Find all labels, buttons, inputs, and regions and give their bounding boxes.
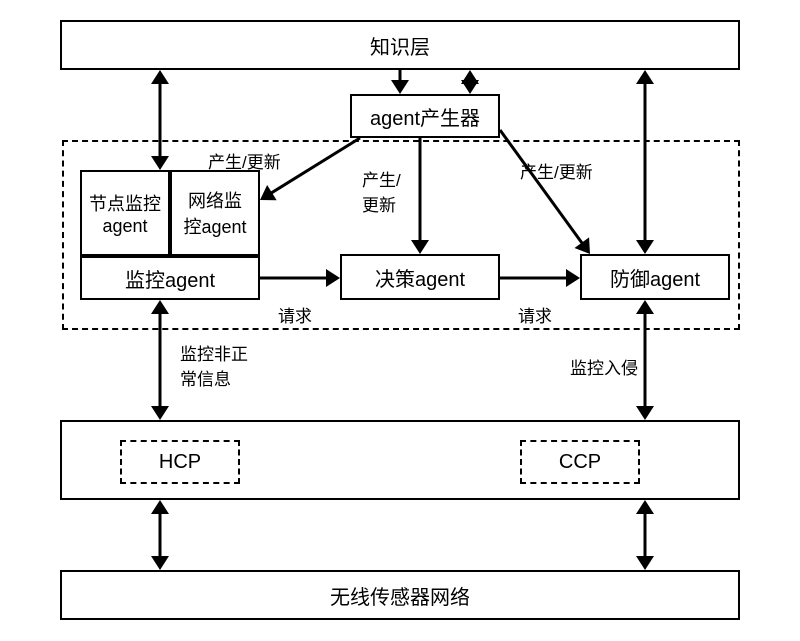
node-monitor-agent-label: 节点监控 agent <box>89 190 161 237</box>
wsn-box: 无线传感器网络 <box>60 570 740 620</box>
decision-agent-label: 决策agent <box>375 263 465 292</box>
gen-update-mid-label: 产生/ 更新 <box>362 166 401 216</box>
ccp-label: CCP <box>559 451 601 474</box>
node-monitor-agent-box: 节点监控 agent <box>80 170 170 256</box>
network-monitor-agent-label: 网络监 控agent <box>183 187 246 239</box>
network-monitor-agent-box: 网络监 控agent <box>170 170 260 256</box>
agent-generator-box: agent产生器 <box>350 94 500 138</box>
wsn-label: 无线传感器网络 <box>330 581 470 610</box>
hcp-label: HCP <box>159 451 201 474</box>
monitor-agent-label: 监控agent <box>125 264 215 293</box>
request-right-label: 请求 <box>518 302 552 327</box>
hcp-box: HCP <box>120 440 240 484</box>
request-left-label: 请求 <box>278 302 312 327</box>
agent-generator-label: agent产生器 <box>370 102 480 131</box>
defense-agent-box: 防御agent <box>580 254 730 300</box>
monitor-intrusion-label: 监控入侵 <box>570 354 638 379</box>
diagram-canvas: 知识层 agent产生器 节点监控 agent 网络监 控agent 监控age… <box>0 0 800 641</box>
knowledge-layer-box: 知识层 <box>60 20 740 70</box>
gen-update-right-label: 产生/更新 <box>520 158 593 183</box>
defense-agent-label: 防御agent <box>610 263 700 292</box>
monitor-agent-label-box: 监控agent <box>80 256 260 300</box>
ccp-box: CCP <box>520 440 640 484</box>
monitor-abnormal-label: 监控非正 常信息 <box>180 340 248 390</box>
decision-agent-box: 决策agent <box>340 254 500 300</box>
knowledge-layer-label: 知识层 <box>370 31 430 60</box>
